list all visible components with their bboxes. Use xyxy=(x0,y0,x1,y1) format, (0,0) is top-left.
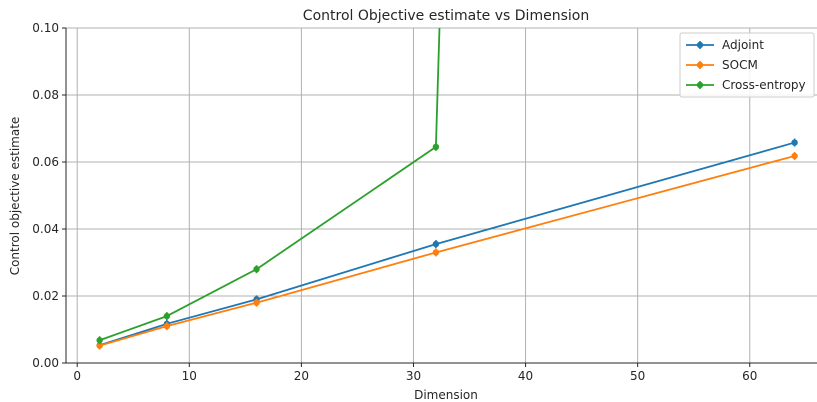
data-point-adjoint xyxy=(432,240,440,248)
series-line-socm xyxy=(99,155,795,347)
x-axis-label: Dimension xyxy=(414,388,478,402)
legend-marker-adjoint xyxy=(696,41,704,49)
data-point-socm xyxy=(432,249,440,256)
data-point-socm xyxy=(253,299,260,306)
y-tick-label: 0.02 xyxy=(32,289,59,303)
legend-marker-cross-entropy xyxy=(696,81,704,89)
chart-title: Control Objective estimate vs Dimension xyxy=(303,8,589,24)
x-tick-label: 10 xyxy=(182,369,197,383)
legend-label-adjoint: Adjoint xyxy=(722,38,764,52)
x-ticks: 0 10 20 30 40 50 60 xyxy=(73,363,757,383)
x-tick-label: 0 xyxy=(73,369,81,383)
x-tick-label: 60 xyxy=(742,369,757,383)
x-tick-label: 50 xyxy=(630,369,645,383)
series-line-adjoint xyxy=(99,141,795,347)
x-tick-label: 40 xyxy=(518,369,533,383)
data-point-cross-entropy xyxy=(163,312,171,320)
y-tick-label: 0.10 xyxy=(32,21,59,35)
y-ticks: 0.00 0.02 0.04 0.06 0.08 0.10 xyxy=(32,21,66,370)
legend-label-cross-entropy: Cross-entropy xyxy=(722,78,806,92)
data-point-socm xyxy=(791,152,798,160)
legend-label-socm: SOCM xyxy=(722,58,758,72)
legend: Adjoint SOCM Cross-entropy xyxy=(679,32,815,98)
data-point-adjoint xyxy=(791,139,798,146)
y-tick-label: 0.04 xyxy=(32,222,59,236)
legend-marker-socm xyxy=(696,61,704,69)
data-point-cross-entropy xyxy=(432,143,440,151)
data-point-cross-entropy xyxy=(253,266,260,273)
legend-box xyxy=(679,32,815,98)
y-tick-label: 0.06 xyxy=(32,155,59,169)
grid-lines xyxy=(66,27,817,364)
y-tick-label: 0.08 xyxy=(32,88,59,102)
axes xyxy=(65,28,817,364)
data-point-socm xyxy=(163,322,171,330)
data-point-cross-entropy xyxy=(96,337,103,344)
series-line-cross-entropy xyxy=(99,28,441,342)
y-tick-label: 0.00 xyxy=(32,356,59,370)
data-point-socm xyxy=(96,342,103,349)
x-tick-label: 30 xyxy=(406,369,421,383)
series-lines xyxy=(96,28,798,350)
x-tick-label: 20 xyxy=(294,369,309,383)
y-axis-label: Control objective estimate xyxy=(8,117,22,276)
